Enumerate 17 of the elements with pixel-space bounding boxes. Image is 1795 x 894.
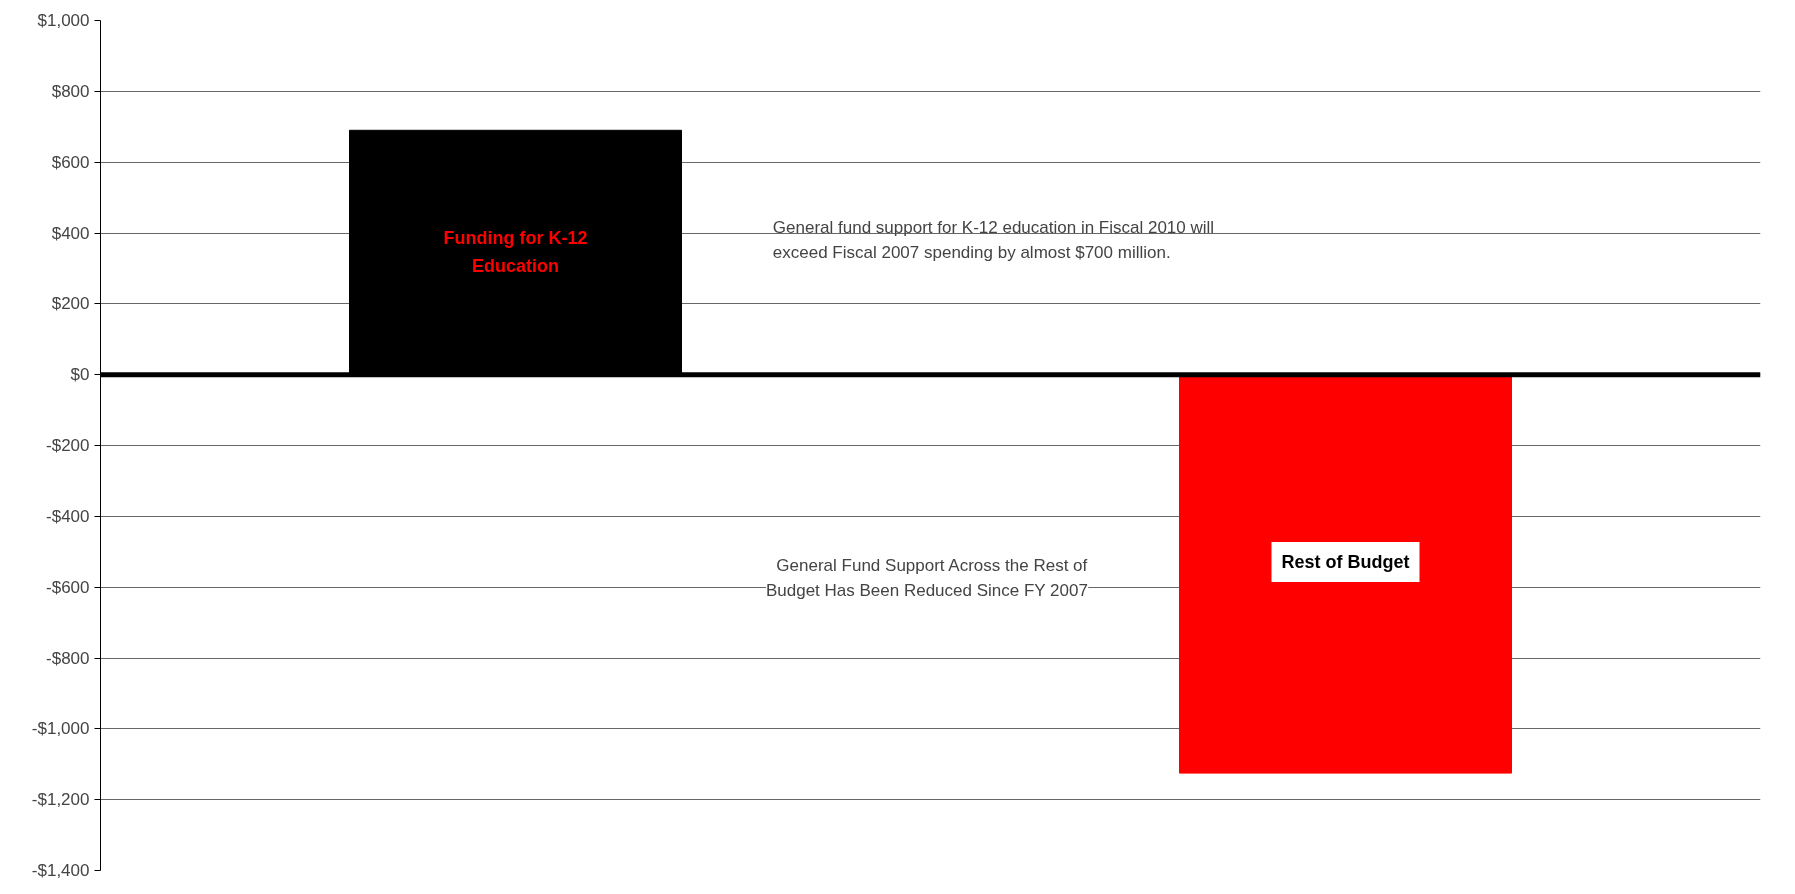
y-tick-label: -$1,000 [31, 719, 90, 739]
annotation: General Fund Support Across the Rest of Budget Has Been Reduced Since FY 2007 [765, 556, 1088, 600]
annotation: Rest of Budget [1281, 551, 1410, 572]
annotation: Funding for K-12 Education [443, 228, 588, 277]
y-tick-label: -$1,400 [31, 861, 90, 880]
y-tick-label: -$1,200 [31, 790, 90, 810]
y-tick-label: $200 [51, 294, 90, 314]
y-tick-label: $1,000 [37, 11, 90, 30]
y-tick-label: -$800 [46, 648, 90, 668]
y-tick-label: $400 [51, 223, 90, 243]
y-tick-label: -$600 [46, 577, 90, 597]
annotation: General fund support for K-12 education in Fiscal 2010 will exceed Fiscal 2007 spending by almost $700 million. [772, 218, 1215, 263]
y-tick-label: -$200 [46, 436, 90, 455]
y-tick-label: $600 [51, 152, 90, 172]
y-tick-label: -$400 [46, 506, 90, 526]
y-tick-label: $0 [70, 365, 90, 385]
y-tick-label: $800 [51, 81, 90, 101]
